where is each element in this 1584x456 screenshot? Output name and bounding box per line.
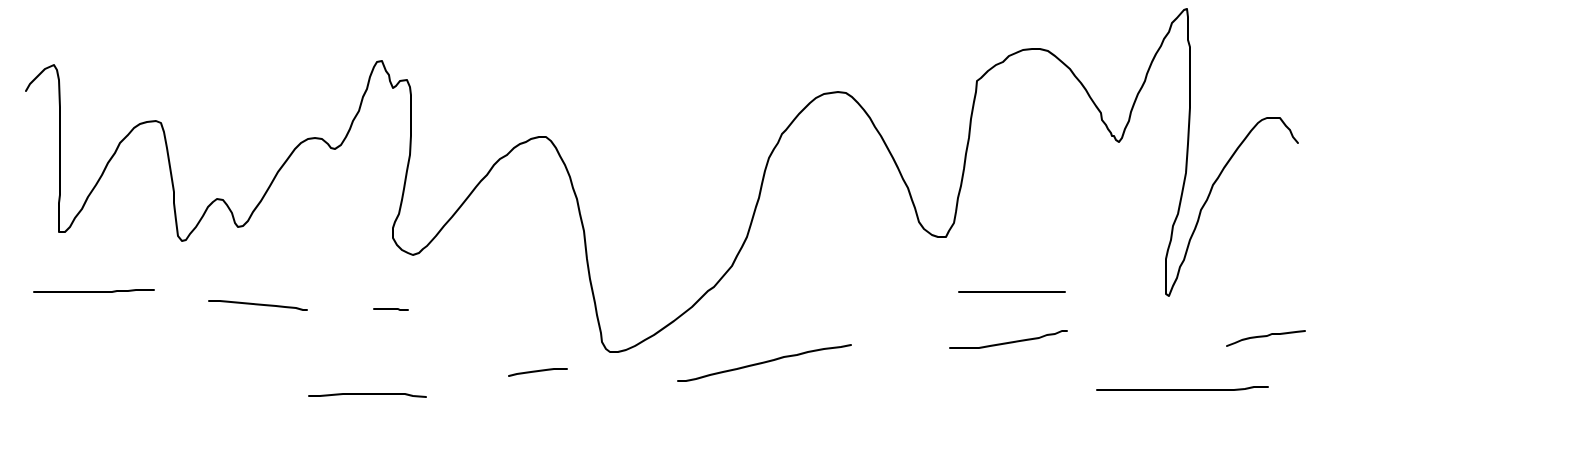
sketch-stroke	[208, 300, 308, 311]
sketch-stroke	[373, 308, 409, 311]
sketch-stroke	[508, 368, 568, 377]
sketch-stroke	[25, 8, 1299, 353]
sketch-stroke	[33, 289, 155, 293]
sketch-stroke	[949, 330, 1068, 349]
sketch-stroke	[677, 344, 852, 382]
sketch-stroke	[1226, 330, 1306, 347]
sketch-stroke	[308, 393, 427, 398]
sketch-stroke	[1096, 386, 1269, 391]
